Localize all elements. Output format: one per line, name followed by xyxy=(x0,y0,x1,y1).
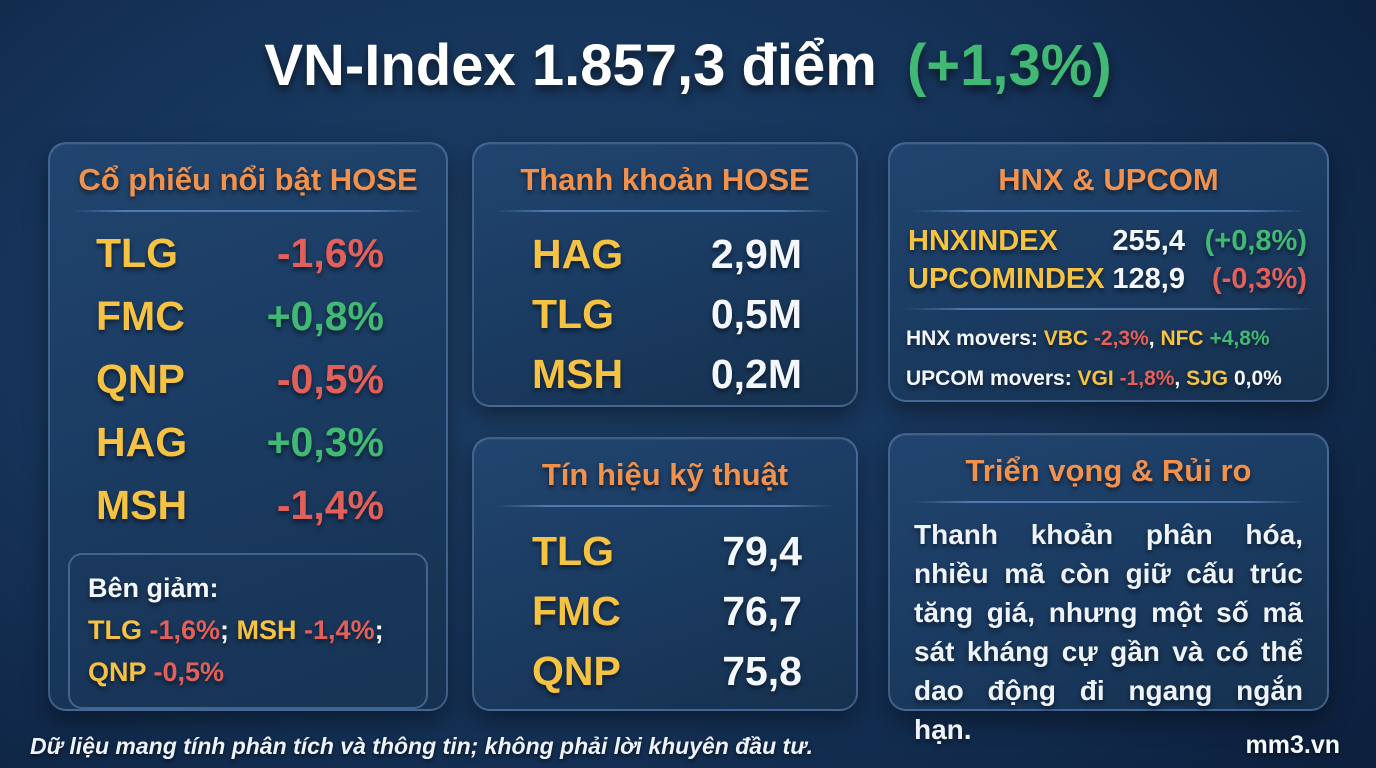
index-change: (+0,8%) xyxy=(1204,224,1307,257)
stock-change: +0,3% xyxy=(266,419,384,465)
decliner-change: -1,6% xyxy=(149,615,221,645)
card-liquidity-hose: Thanh khoản HOSE HAG 2,9M TLG 0,5M MSH 0… xyxy=(472,142,858,407)
hose-highlights-header: Cổ phiếu nổi bật HOSE xyxy=(78,162,418,197)
liquidity-row: TLG 0,5M xyxy=(474,284,856,344)
mover-change: -2,3% xyxy=(1093,327,1149,350)
stock-row: HAG +0,3% xyxy=(50,411,446,474)
divider xyxy=(912,501,1305,503)
decliner-change: -1,4% xyxy=(304,615,375,645)
hose-highlights-list: TLG -1,6% FMC +0,8% QNP -0,5% HAG +0,3% … xyxy=(50,222,446,537)
divider xyxy=(496,210,834,212)
stock-ticker: QNP xyxy=(532,647,621,694)
mover-change: -1,8% xyxy=(1119,367,1175,390)
index-name: HNXINDEX xyxy=(908,224,1058,257)
stock-ticker: HAG xyxy=(96,419,188,465)
liquidity-row: HAG 2,9M xyxy=(474,224,856,284)
divider xyxy=(496,505,834,507)
stock-row: MSH -1,4% xyxy=(50,474,446,537)
stock-ticker: MSH xyxy=(532,350,624,397)
page-title: VN-Index 1.857,3 điểm (+1,3%) xyxy=(0,32,1376,99)
divider xyxy=(912,210,1305,212)
decliner-ticker: QNP xyxy=(88,657,154,687)
stock-ticker: MSH xyxy=(96,482,188,528)
mover-change: +4,8% xyxy=(1209,327,1270,350)
card-outlook-risk: Triển vọng & Rủi ro Thanh khoản phân hóa… xyxy=(888,433,1329,745)
mover-ticker: VBC xyxy=(1043,327,1094,350)
movers-label: HNX movers: xyxy=(906,327,1044,350)
mover-ticker: SJG xyxy=(1186,367,1234,390)
decliner-ticker: MSH xyxy=(236,615,305,645)
signal-value: 75,8 xyxy=(722,647,802,694)
stock-row: TLG -1,6% xyxy=(50,222,446,285)
divider xyxy=(72,210,424,212)
divider xyxy=(904,308,1313,310)
stock-ticker: FMC xyxy=(96,293,185,339)
separator: ; xyxy=(374,615,384,645)
mover-ticker: NFC xyxy=(1160,327,1210,350)
technical-row: FMC 76,7 xyxy=(474,581,856,641)
separator: , xyxy=(1148,327,1161,350)
volume-value: 0,5M xyxy=(710,290,802,337)
outlook-body-text: Thanh khoản phân hóa, nhiều mã còn giữ c… xyxy=(914,519,1303,745)
volume-value: 0,2M xyxy=(710,350,802,397)
hnx-movers-line: HNX movers: VBC -2,3%, NFC +4,8% xyxy=(890,319,1327,359)
card-hnx-upcom: HNX & UPCOM HNXINDEX 255,4 (+0,8%) UPCOM… xyxy=(888,142,1329,402)
liquidity-row: MSH 0,2M xyxy=(474,344,856,404)
vnindex-title-text: VN-Index 1.857,3 điểm xyxy=(264,33,877,98)
volume-value: 2,9M xyxy=(710,230,802,277)
movers-list: HNX movers: VBC -2,3%, NFC +4,8% UPCOM m… xyxy=(890,319,1327,399)
stock-change: -1,4% xyxy=(276,482,384,528)
decliners-label: Bên giảm: xyxy=(88,573,219,603)
stock-change: -0,5% xyxy=(276,356,384,402)
decliners-box: Bên giảm: TLG -1,6%; MSH -1,4%; QNP -0,5… xyxy=(68,553,428,709)
mover-change: 0,0% xyxy=(1233,367,1282,390)
outlook-header: Triển vọng & Rủi ro xyxy=(965,453,1252,488)
stock-ticker: TLG xyxy=(96,230,178,276)
decliner-ticker: TLG xyxy=(88,615,150,645)
mover-ticker: VGI xyxy=(1077,367,1120,390)
upcom-movers-line: UPCOM movers: VGI -1,8%, SJG 0,0% xyxy=(890,359,1327,399)
index-row: UPCOMINDEX 128,9 (-0,3%) xyxy=(890,260,1327,298)
stock-ticker: TLG xyxy=(532,290,614,337)
signal-value: 76,7 xyxy=(722,587,802,634)
index-value: 255,4 xyxy=(1112,224,1185,257)
separator: , xyxy=(1174,367,1187,390)
index-value: 128,9 xyxy=(1112,262,1185,295)
stock-row: FMC +0,8% xyxy=(50,285,446,348)
technical-row: QNP 75,8 xyxy=(474,641,856,701)
liquidity-list: HAG 2,9M TLG 0,5M MSH 0,2M xyxy=(474,224,856,404)
card-hose-highlights: Cổ phiếu nổi bật HOSE TLG -1,6% FMC +0,8… xyxy=(48,142,448,711)
stock-ticker: FMC xyxy=(532,587,621,634)
vnindex-change-badge: (+1,3%) xyxy=(906,33,1112,98)
signal-value: 79,4 xyxy=(722,527,802,574)
disclaimer-text: Dữ liệu mang tính phân tích và thông tin… xyxy=(30,733,813,759)
stock-ticker: QNP xyxy=(96,356,185,402)
decliners-line: QNP -0,5% xyxy=(88,651,408,693)
technical-header: Tín hiệu kỹ thuật xyxy=(541,457,789,492)
technical-row: TLG 79,4 xyxy=(474,521,856,581)
decliners-line: TLG -1,6%; MSH -1,4%; xyxy=(88,609,408,651)
stock-ticker: TLG xyxy=(532,527,614,574)
hnx-upcom-header: HNX & UPCOM xyxy=(998,162,1219,197)
technical-list: TLG 79,4 FMC 76,7 QNP 75,8 xyxy=(474,521,856,701)
decliner-change: -0,5% xyxy=(153,657,225,687)
index-name: UPCOMINDEX xyxy=(908,262,1105,295)
stock-row: QNP -0,5% xyxy=(50,348,446,411)
separator: ; xyxy=(220,615,237,645)
index-row: HNXINDEX 255,4 (+0,8%) xyxy=(890,222,1327,260)
stock-change: +0,8% xyxy=(266,293,384,339)
card-technical-signals: Tín hiệu kỹ thuật TLG 79,4 FMC 76,7 QNP … xyxy=(472,437,858,711)
index-change: (-0,3%) xyxy=(1211,262,1307,295)
stock-change: -1,6% xyxy=(276,230,384,276)
movers-label: UPCOM movers: xyxy=(906,367,1078,390)
liquidity-header: Thanh khoản HOSE xyxy=(520,162,810,197)
stock-ticker: HAG xyxy=(532,230,624,277)
index-list: HNXINDEX 255,4 (+0,8%) UPCOMINDEX 128,9 … xyxy=(890,222,1327,298)
brand-logo-text: mm3.vn xyxy=(1245,731,1340,759)
